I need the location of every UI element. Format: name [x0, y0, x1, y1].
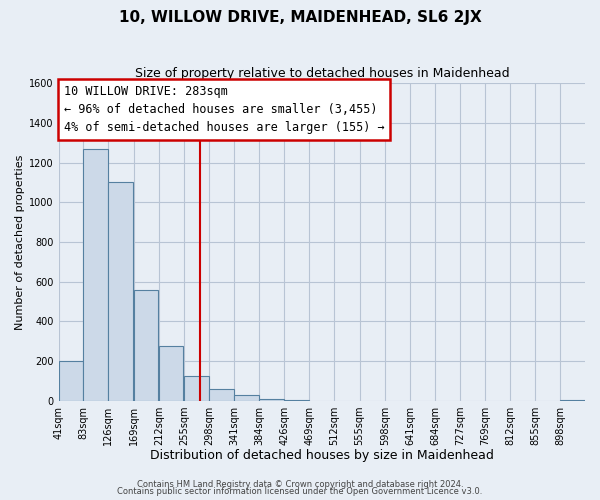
Bar	[134, 290, 158, 401]
Text: 10, WILLOW DRIVE, MAIDENHEAD, SL6 2JX: 10, WILLOW DRIVE, MAIDENHEAD, SL6 2JX	[119, 10, 481, 25]
Bar	[209, 389, 234, 401]
Bar	[560, 400, 585, 401]
Bar	[59, 361, 83, 401]
Title: Size of property relative to detached houses in Maidenhead: Size of property relative to detached ho…	[134, 68, 509, 80]
Text: Contains HM Land Registry data © Crown copyright and database right 2024.: Contains HM Land Registry data © Crown c…	[137, 480, 463, 489]
Bar	[159, 346, 184, 401]
Text: 10 WILLOW DRIVE: 283sqm
← 96% of detached houses are smaller (3,455)
4% of semi-: 10 WILLOW DRIVE: 283sqm ← 96% of detache…	[64, 84, 385, 134]
Bar	[83, 148, 108, 401]
Bar	[284, 400, 308, 401]
X-axis label: Distribution of detached houses by size in Maidenhead: Distribution of detached houses by size …	[150, 450, 494, 462]
Bar	[184, 376, 209, 401]
Y-axis label: Number of detached properties: Number of detached properties	[15, 154, 25, 330]
Text: Contains public sector information licensed under the Open Government Licence v3: Contains public sector information licen…	[118, 488, 482, 496]
Bar	[234, 395, 259, 401]
Bar	[259, 399, 284, 401]
Bar	[109, 182, 133, 401]
